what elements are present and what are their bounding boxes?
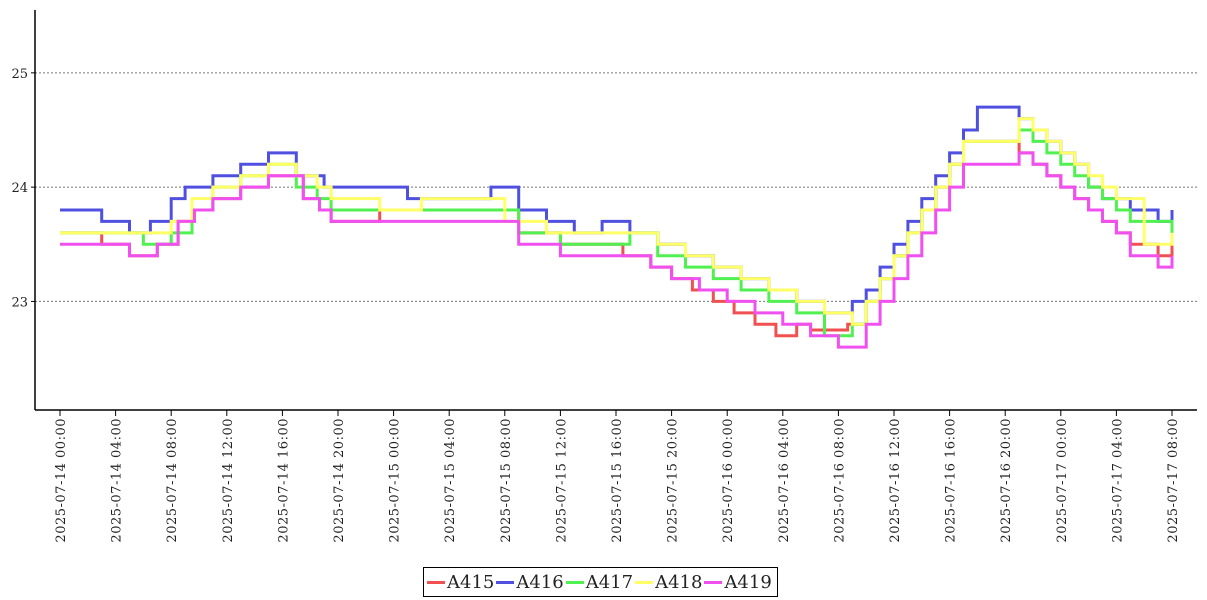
series-line-a415 bbox=[60, 139, 1174, 338]
x-tick-label: 2025-07-15 08:00 bbox=[499, 418, 514, 543]
x-tick-label: 2025-07-17 04:00 bbox=[1110, 418, 1125, 543]
legend-swatch bbox=[565, 580, 584, 584]
x-tick-label: 2025-07-15 20:00 bbox=[666, 418, 681, 543]
y-axis-ticks: 23 24 25 bbox=[11, 67, 35, 310]
x-axis-ticks: 2025-07-14 00:00 2025-07-14 04:00 2025-07-… bbox=[54, 410, 1181, 543]
x-tick-label: 2025-07-16 04:00 bbox=[777, 418, 792, 543]
x-tick-label: 2025-07-15 12:00 bbox=[554, 418, 569, 543]
series-layer bbox=[60, 105, 1174, 349]
legend-item-a417: A417 bbox=[565, 571, 634, 593]
legend-swatch bbox=[496, 580, 515, 584]
x-tick-label: 2025-07-14 12:00 bbox=[221, 418, 236, 543]
series-line-a418 bbox=[60, 117, 1174, 326]
legend-item-a416: A416 bbox=[496, 571, 564, 593]
x-tick-label: 2025-07-16 16:00 bbox=[944, 418, 959, 543]
x-tick-label: 2025-07-14 04:00 bbox=[110, 418, 125, 543]
x-tick-label: 2025-07-17 08:00 bbox=[1166, 418, 1181, 543]
series-line-a419 bbox=[60, 151, 1174, 349]
legend-swatch bbox=[704, 580, 723, 584]
x-tick-label: 2025-07-16 08:00 bbox=[832, 418, 847, 543]
x-tick-label: 2025-07-16 12:00 bbox=[888, 418, 903, 543]
legend-label: A416 bbox=[516, 571, 564, 593]
x-tick-label: 2025-07-15 04:00 bbox=[443, 418, 458, 543]
y-tick-label: 24 bbox=[11, 181, 28, 196]
chart-legend: A415 A416 A417 A418 A419 bbox=[423, 567, 778, 597]
series-line-a416 bbox=[60, 105, 1174, 315]
x-tick-label: 2025-07-17 00:00 bbox=[1055, 418, 1070, 543]
x-tick-label: 2025-07-16 00:00 bbox=[721, 418, 736, 543]
legend-swatch bbox=[427, 580, 445, 584]
legend-label: A418 bbox=[655, 571, 703, 593]
legend-item-a415: A415 bbox=[427, 572, 494, 593]
x-tick-label: 2025-07-15 00:00 bbox=[388, 418, 403, 543]
legend-label: A415 bbox=[447, 571, 495, 593]
legend-item-a418: A418 bbox=[635, 572, 702, 593]
x-tick-label: 2025-07-14 08:00 bbox=[165, 418, 180, 543]
legend-label: A417 bbox=[585, 571, 634, 593]
x-tick-label: 2025-07-14 20:00 bbox=[332, 418, 347, 543]
y-tick-label: 25 bbox=[11, 67, 28, 82]
x-tick-label: 2025-07-15 16:00 bbox=[610, 418, 625, 543]
legend-swatch bbox=[635, 580, 654, 584]
legend-label: A419 bbox=[724, 571, 772, 593]
x-tick-label: 2025-07-14 00:00 bbox=[54, 418, 69, 543]
y-tick-label: 23 bbox=[11, 295, 28, 310]
x-tick-label: 2025-07-14 16:00 bbox=[276, 418, 291, 543]
legend-item-a419: A419 bbox=[704, 571, 772, 593]
x-tick-label: 2025-07-16 20:00 bbox=[999, 418, 1014, 543]
